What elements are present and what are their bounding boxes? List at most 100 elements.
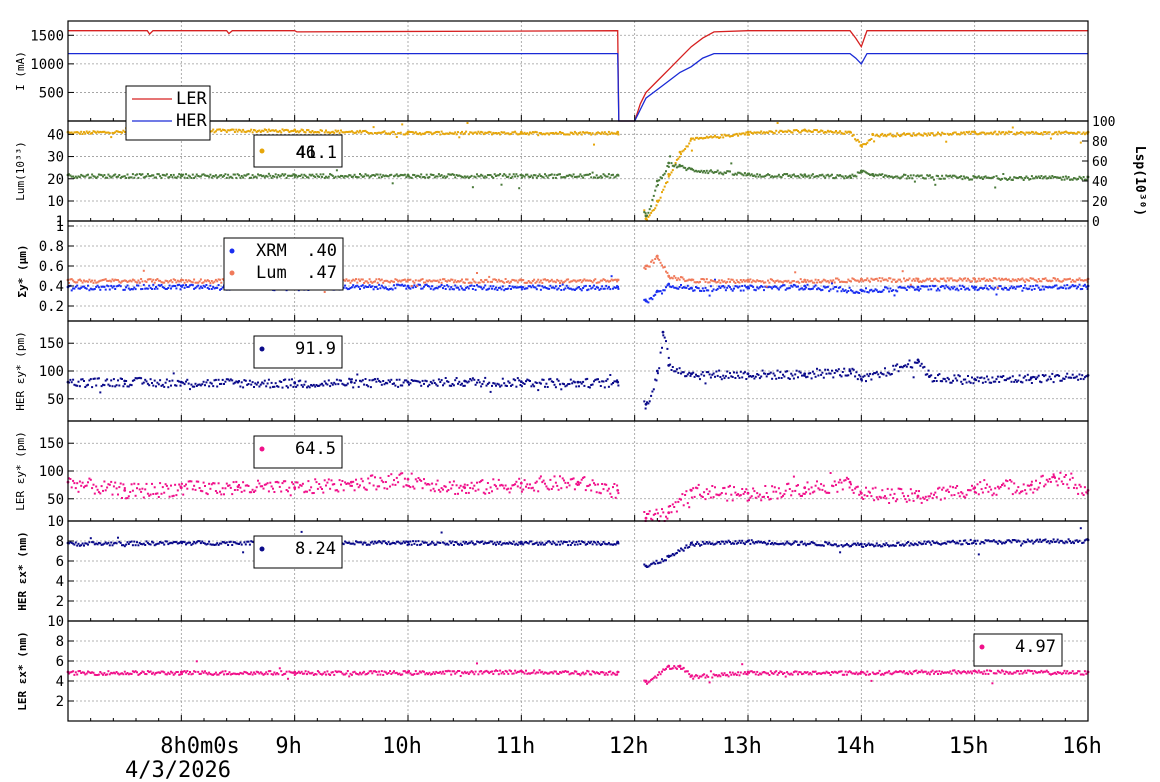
data-point-key [667,364,671,367]
data-point [678,497,681,500]
data-point [511,131,514,134]
data-point-key [803,284,807,288]
data-point [890,280,893,283]
data-point [364,285,367,288]
data-point [393,175,395,178]
data-point [684,148,687,150]
data-point [429,173,432,176]
data-point [549,377,552,380]
data-point [810,288,813,290]
data-point [193,177,196,179]
data-point [545,542,548,544]
data-point [99,492,102,495]
data-point [977,288,980,291]
data-point [1056,287,1059,290]
data-point [1048,478,1051,480]
data-point [871,373,874,376]
data-point [412,485,415,488]
data-point [817,487,820,490]
data-point [947,279,950,282]
data-point [182,173,185,176]
data-point [943,497,946,500]
data-point [397,132,400,135]
data-point [461,130,463,133]
data-point [1059,176,1062,179]
data-point [342,286,345,289]
data-point [961,383,964,385]
data-point [466,278,469,281]
data-point [1067,486,1070,489]
data-point [579,381,582,384]
data-point [478,381,481,384]
data-point [227,173,230,176]
data-point [409,486,412,489]
data-point [563,479,565,482]
data-point [137,377,140,380]
data-point [1060,480,1063,483]
data-point [273,129,276,132]
data-point [352,175,355,178]
data-point [568,484,571,487]
data-point [152,493,155,495]
data-point [742,492,745,495]
data-point [375,488,378,491]
data-point [534,381,537,384]
data-point [991,494,994,497]
data-point [232,481,235,484]
data-point [93,377,96,380]
data-point [270,485,273,488]
data-point [573,130,576,133]
data-point [1006,278,1009,281]
data-point [72,542,75,545]
data-point [219,128,221,131]
data-point [912,278,915,281]
data-point [843,479,846,482]
data-point [467,287,470,290]
data-point [259,485,262,488]
data-point [538,281,541,284]
data-point [539,132,542,134]
data-point [682,286,685,289]
data-point [798,176,801,179]
data-point [719,281,722,284]
data-point-key [746,372,750,376]
data-point [862,280,865,283]
data-point-key [848,174,852,178]
data-point [821,280,824,283]
data-point [141,173,144,176]
data-point [885,374,888,377]
data-point [832,485,835,488]
data-point [318,483,321,485]
data-point [214,490,217,492]
data-point [568,133,571,136]
data-point [888,175,891,177]
data-point [1033,279,1036,282]
data-point [228,176,231,179]
data-point [376,288,379,290]
data-point [973,491,976,493]
data-point [742,132,745,135]
data-point [363,130,366,132]
data-point [322,491,325,494]
data-point [70,486,73,489]
data-point [541,281,544,284]
data-point [822,175,825,178]
data-point [777,288,780,291]
data-point [380,278,383,281]
data-point [858,292,861,294]
data-point [994,186,997,189]
data-point [851,367,854,370]
data-point [871,487,874,490]
data-point [440,174,443,177]
data-point [378,131,381,134]
data-point-key [859,288,863,292]
data-point [704,171,707,174]
data-point [674,162,677,164]
data-point [542,278,545,281]
data-point [153,486,156,489]
data-point [844,289,847,292]
data-point [247,129,250,132]
data-point [474,383,477,386]
data-point [550,380,553,383]
data-point [777,487,780,490]
